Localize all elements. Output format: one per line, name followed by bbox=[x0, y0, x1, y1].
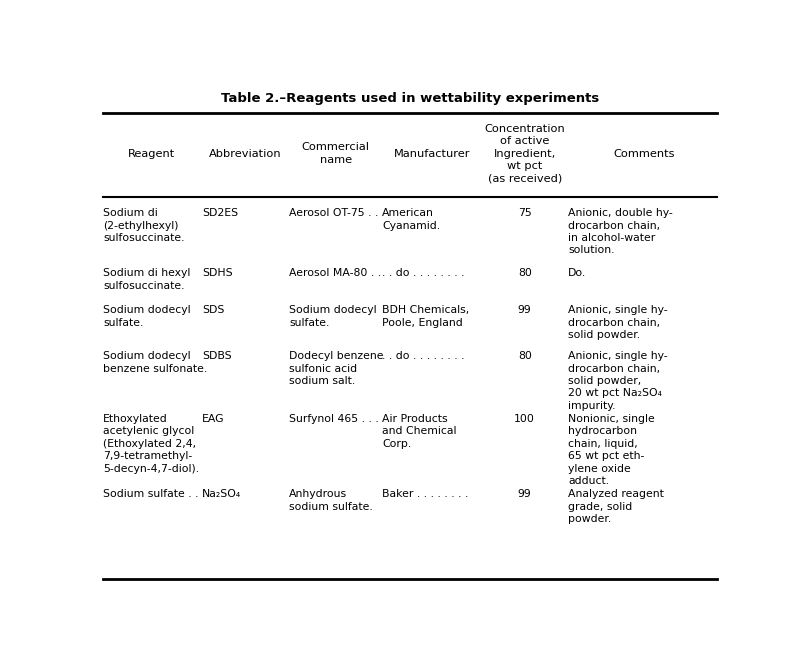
Text: Sodium sulfate . . .: Sodium sulfate . . . bbox=[103, 489, 206, 499]
Text: Sodium dodecyl
benzene sulfonate.: Sodium dodecyl benzene sulfonate. bbox=[103, 351, 207, 373]
Text: SDBS: SDBS bbox=[202, 351, 232, 361]
Text: Comments: Comments bbox=[614, 149, 675, 158]
Text: Sodium di hexyl
sulfosuccinate.: Sodium di hexyl sulfosuccinate. bbox=[103, 269, 190, 291]
Text: American
Cyanamid.: American Cyanamid. bbox=[382, 208, 440, 231]
Text: SDHS: SDHS bbox=[202, 269, 233, 278]
Text: Reagent: Reagent bbox=[128, 149, 175, 158]
Text: Abbreviation: Abbreviation bbox=[210, 149, 282, 158]
Text: Sodium di
(2-ethylhexyl)
sulfosuccinate.: Sodium di (2-ethylhexyl) sulfosuccinate. bbox=[103, 208, 185, 243]
Text: Aerosol OT-75 . .: Aerosol OT-75 . . bbox=[289, 208, 378, 218]
Text: SD2ES: SD2ES bbox=[202, 208, 238, 218]
Text: . . do . . . . . . . .: . . do . . . . . . . . bbox=[382, 269, 465, 278]
Text: 80: 80 bbox=[518, 269, 532, 278]
Text: Commercial
name: Commercial name bbox=[302, 143, 370, 165]
Text: EAG: EAG bbox=[202, 414, 225, 424]
Text: 100: 100 bbox=[514, 414, 535, 424]
Text: 99: 99 bbox=[518, 489, 531, 499]
Text: Manufacturer: Manufacturer bbox=[394, 149, 470, 158]
Text: . . do . . . . . . . .: . . do . . . . . . . . bbox=[382, 351, 465, 361]
Text: Baker . . . . . . . .: Baker . . . . . . . . bbox=[382, 489, 469, 499]
Text: Surfynol 465 . . .: Surfynol 465 . . . bbox=[289, 414, 379, 424]
Text: Analyzed reagent
grade, solid
powder.: Analyzed reagent grade, solid powder. bbox=[568, 489, 664, 524]
Text: SDS: SDS bbox=[202, 305, 225, 315]
Text: Anionic, double hy-
drocarbon chain,
in alcohol-water
solution.: Anionic, double hy- drocarbon chain, in … bbox=[568, 208, 673, 255]
Text: Anionic, single hy-
drocarbon chain,
solid powder,
20 wt pct Na₂SO₄
impurity.: Anionic, single hy- drocarbon chain, sol… bbox=[568, 351, 668, 411]
Text: Dodecyl benzene
sulfonic acid
sodium salt.: Dodecyl benzene sulfonic acid sodium sal… bbox=[289, 351, 384, 386]
Text: Sodium dodecyl
sulfate.: Sodium dodecyl sulfate. bbox=[103, 305, 190, 328]
Text: 75: 75 bbox=[518, 208, 531, 218]
Text: Anionic, single hy-
drocarbon chain,
solid powder.: Anionic, single hy- drocarbon chain, sol… bbox=[568, 305, 668, 340]
Text: Concentration
of active
Ingredient,
wt pct
(as received): Concentration of active Ingredient, wt p… bbox=[484, 124, 565, 184]
Text: BDH Chemicals,
Poole, England: BDH Chemicals, Poole, England bbox=[382, 305, 470, 328]
Text: Nonionic, single
hydrocarbon
chain, liquid,
65 wt pct eth-
ylene oxide
adduct.: Nonionic, single hydrocarbon chain, liqu… bbox=[568, 414, 655, 486]
Text: Aerosol MA-80 . .: Aerosol MA-80 . . bbox=[289, 269, 382, 278]
Text: Do.: Do. bbox=[568, 269, 586, 278]
Text: Table 2.–Reagents used in wettability experiments: Table 2.–Reagents used in wettability ex… bbox=[221, 92, 599, 105]
Text: Anhydrous
sodium sulfate.: Anhydrous sodium sulfate. bbox=[289, 489, 373, 512]
Text: Air Products
and Chemical
Corp.: Air Products and Chemical Corp. bbox=[382, 414, 457, 449]
Text: Na₂SO₄: Na₂SO₄ bbox=[202, 489, 242, 499]
Text: Sodium dodecyl
sulfate.: Sodium dodecyl sulfate. bbox=[289, 305, 377, 328]
Text: Ethoxylated
acetylenic glycol
(Ethoxylated 2,4,
7,9-tetramethyl-
5-decyn-4,7-dio: Ethoxylated acetylenic glycol (Ethoxylat… bbox=[103, 414, 199, 473]
Text: 99: 99 bbox=[518, 305, 531, 315]
Text: 80: 80 bbox=[518, 351, 532, 361]
